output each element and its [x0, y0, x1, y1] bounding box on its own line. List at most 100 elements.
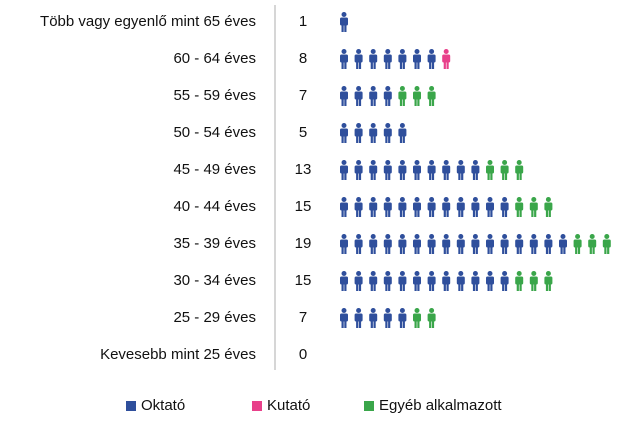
- person-icon: [529, 234, 538, 254]
- icon-leg: [446, 246, 449, 254]
- icon-body: [427, 276, 436, 285]
- person-icon: [413, 308, 421, 328]
- person-icon: [369, 160, 378, 180]
- icon-leg: [341, 24, 344, 32]
- total-label: 13: [295, 161, 312, 178]
- icon-head: [385, 49, 391, 54]
- person-icon: [486, 197, 494, 217]
- person-icon: [573, 234, 582, 254]
- icon-leg: [388, 135, 391, 143]
- icon-leg: [399, 135, 403, 143]
- icon-leg: [475, 283, 478, 291]
- icon-body: [471, 202, 480, 211]
- icon-leg: [414, 209, 417, 217]
- icon-head: [370, 86, 376, 91]
- person-icon: [471, 197, 480, 217]
- legend-swatch: [126, 401, 136, 411]
- icon-leg: [388, 246, 391, 254]
- icon-head: [414, 271, 420, 276]
- icon-leg: [461, 283, 464, 291]
- icon-leg: [373, 283, 376, 291]
- icon-leg: [399, 98, 403, 106]
- icon-leg: [589, 246, 592, 254]
- person-icon: [456, 197, 465, 217]
- person-icon: [486, 160, 494, 180]
- icon-leg: [429, 320, 432, 328]
- icon-head: [502, 160, 508, 165]
- icon-leg: [560, 246, 563, 254]
- icon-head: [560, 234, 566, 239]
- icon-head: [341, 308, 347, 313]
- icon-leg: [358, 209, 362, 217]
- icon-body: [354, 202, 363, 211]
- icon-leg: [344, 98, 347, 106]
- person-icon: [500, 271, 509, 291]
- icon-body: [369, 276, 378, 285]
- icon-body: [559, 239, 567, 248]
- person-icon: [442, 234, 451, 254]
- person-icon: [398, 160, 407, 180]
- icon-body: [456, 165, 465, 174]
- icon-leg: [443, 283, 446, 291]
- icon-body: [471, 239, 480, 248]
- icon-leg: [431, 209, 435, 217]
- icon-leg: [370, 320, 373, 328]
- icon-body: [383, 313, 392, 322]
- icon-leg: [414, 61, 417, 69]
- icon-leg: [385, 283, 388, 291]
- icon-leg: [502, 283, 505, 291]
- icon-leg: [373, 135, 376, 143]
- icon-leg: [399, 209, 403, 217]
- icon-head: [399, 49, 405, 54]
- icon-body: [529, 202, 538, 211]
- icon-body: [544, 239, 553, 248]
- icon-leg: [429, 98, 432, 106]
- person-icon: [427, 308, 436, 328]
- category-label: 45 - 49 éves: [173, 161, 256, 178]
- icon-leg: [370, 172, 373, 180]
- icon-leg: [604, 246, 607, 254]
- icon-leg: [534, 283, 537, 291]
- icon-body: [515, 202, 524, 211]
- person-icon: [398, 197, 407, 217]
- icon-head: [575, 234, 581, 239]
- icon-body: [340, 165, 348, 174]
- icon-head: [356, 308, 362, 313]
- icon-leg: [341, 135, 344, 143]
- icon-body: [398, 313, 407, 322]
- person-icon: [398, 271, 407, 291]
- icon-leg: [399, 283, 403, 291]
- person-icon: [500, 160, 509, 180]
- person-icon: [398, 49, 407, 69]
- icon-leg: [344, 135, 347, 143]
- icon-head: [399, 197, 405, 202]
- icon-head: [516, 160, 522, 165]
- icon-leg: [358, 246, 362, 254]
- icon-leg: [341, 320, 344, 328]
- person-icon: [442, 49, 451, 69]
- person-icon: [340, 49, 348, 69]
- category-label: Több vagy egyenlő mint 65 éves: [40, 13, 256, 30]
- person-icon: [354, 86, 363, 106]
- icon-leg: [490, 209, 493, 217]
- icon-leg: [385, 246, 388, 254]
- icon-leg: [516, 209, 519, 217]
- icon-leg: [356, 209, 359, 217]
- icon-head: [356, 271, 362, 276]
- icon-leg: [429, 172, 432, 180]
- icon-leg: [417, 246, 420, 254]
- icon-head: [414, 234, 420, 239]
- icon-body: [427, 54, 436, 63]
- icon-leg: [545, 246, 549, 254]
- icon-body: [529, 239, 538, 248]
- icon-body: [573, 239, 582, 248]
- icon-leg: [475, 246, 478, 254]
- total-label: 19: [295, 235, 312, 252]
- icon-leg: [487, 209, 490, 217]
- icon-body: [500, 165, 509, 174]
- icon-body: [515, 239, 524, 248]
- icon-body: [427, 313, 436, 322]
- person-icon: [369, 197, 378, 217]
- icon-body: [456, 276, 465, 285]
- person-icon: [383, 271, 392, 291]
